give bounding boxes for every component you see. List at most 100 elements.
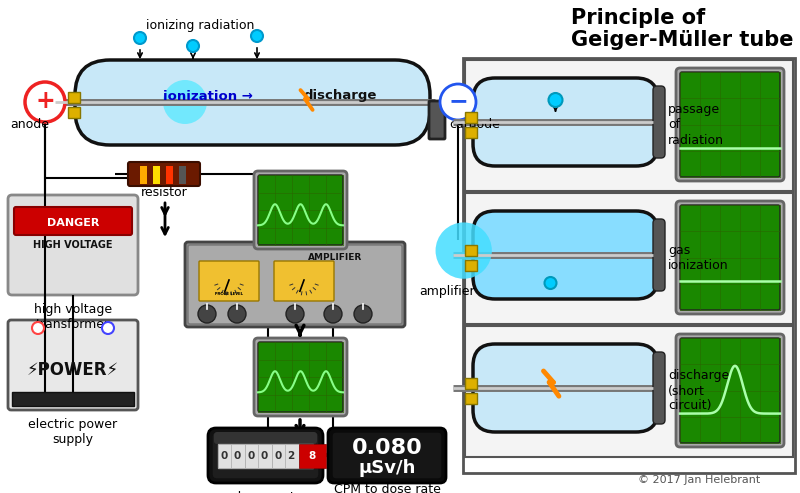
Text: resistor: resistor [141,185,187,199]
FancyBboxPatch shape [473,78,658,166]
FancyBboxPatch shape [653,219,665,291]
Bar [179,166,186,184]
Circle shape [435,222,492,279]
FancyBboxPatch shape [128,162,200,186]
Bar [153,166,160,184]
FancyBboxPatch shape [14,207,132,235]
FancyBboxPatch shape [208,428,323,483]
Text: 8: 8 [308,451,316,461]
Text: 0: 0 [234,451,241,461]
Text: ionization →: ionization → [163,90,253,103]
Text: −: − [448,89,468,113]
Circle shape [228,305,246,323]
Bar [465,127,477,138]
Text: DANGER: DANGER [47,218,99,228]
Text: pulse counter: pulse counter [222,491,308,493]
FancyBboxPatch shape [274,261,334,301]
Bar [245,444,259,468]
Text: discharge: discharge [303,90,377,103]
FancyBboxPatch shape [676,201,784,314]
Bar [299,444,326,468]
Bar [465,393,477,404]
Text: anode: anode [10,118,50,132]
Text: © 2017 Jan Helebrant: © 2017 Jan Helebrant [638,475,760,485]
Circle shape [545,277,557,289]
FancyBboxPatch shape [8,195,138,295]
FancyBboxPatch shape [258,342,343,412]
FancyBboxPatch shape [680,72,780,177]
Circle shape [25,82,65,122]
FancyBboxPatch shape [680,338,780,443]
Bar [231,444,245,468]
Circle shape [354,305,372,323]
Text: Principle of: Principle of [571,8,706,28]
Bar [465,193,793,324]
Text: AMPLIFIER: AMPLIFIER [307,252,362,261]
Text: cathode: cathode [450,118,501,132]
Text: μSv/h: μSv/h [358,459,416,477]
Bar [465,260,477,271]
Circle shape [549,93,562,107]
Circle shape [286,305,304,323]
FancyBboxPatch shape [254,338,347,416]
Circle shape [134,32,146,44]
Text: +: + [35,89,55,113]
Circle shape [32,322,44,334]
FancyBboxPatch shape [680,205,780,310]
Bar [465,378,477,389]
Text: ionizing radiation: ionizing radiation [146,19,254,32]
FancyBboxPatch shape [332,432,442,479]
Circle shape [163,80,207,124]
Text: 0: 0 [274,451,282,461]
Bar [465,326,793,457]
Text: amplifier: amplifier [419,285,475,298]
Text: electric power
supply: electric power supply [29,418,118,446]
FancyBboxPatch shape [75,60,430,145]
Bar [465,112,477,123]
FancyBboxPatch shape [473,211,658,299]
Text: 0.080: 0.080 [352,438,422,458]
Bar [140,166,147,184]
FancyBboxPatch shape [676,334,784,447]
Bar [285,444,299,468]
FancyBboxPatch shape [8,320,138,410]
Text: discharge
(short
circuit): discharge (short circuit) [668,369,730,413]
Circle shape [187,40,199,52]
FancyBboxPatch shape [258,175,343,245]
Text: 0: 0 [220,451,228,461]
FancyBboxPatch shape [214,432,317,444]
Text: PROBE LEVEL: PROBE LEVEL [215,292,243,296]
Text: 2: 2 [287,451,294,461]
Text: Geiger-Müller tube operation: Geiger-Müller tube operation [571,30,800,50]
Bar [463,58,795,473]
FancyBboxPatch shape [254,171,347,249]
Bar [218,444,313,468]
Text: passage
of
radiation: passage of radiation [668,104,724,146]
Bar [68,107,80,118]
Circle shape [198,305,216,323]
FancyBboxPatch shape [185,242,405,327]
Text: HIGH VOLTAGE: HIGH VOLTAGE [34,240,113,250]
Bar [12,392,134,406]
FancyBboxPatch shape [429,101,445,139]
Circle shape [102,322,114,334]
Circle shape [440,84,476,120]
Bar [166,166,173,184]
Bar [258,444,272,468]
Text: PROBE LEVEL: PROBE LEVEL [215,292,243,296]
Bar [68,92,80,103]
Text: gas
ionization: gas ionization [668,244,729,272]
Bar [218,444,232,468]
FancyBboxPatch shape [653,352,665,424]
Bar [465,245,477,256]
FancyBboxPatch shape [676,68,784,181]
Bar [465,60,793,191]
FancyBboxPatch shape [328,428,446,483]
FancyBboxPatch shape [188,245,402,324]
Text: 0: 0 [260,451,268,461]
Text: CPM to dose rate
conversion: CPM to dose rate conversion [334,483,441,493]
FancyBboxPatch shape [199,261,259,301]
Circle shape [324,305,342,323]
Text: ⚡POWER⚡: ⚡POWER⚡ [27,361,119,379]
FancyBboxPatch shape [473,344,658,432]
